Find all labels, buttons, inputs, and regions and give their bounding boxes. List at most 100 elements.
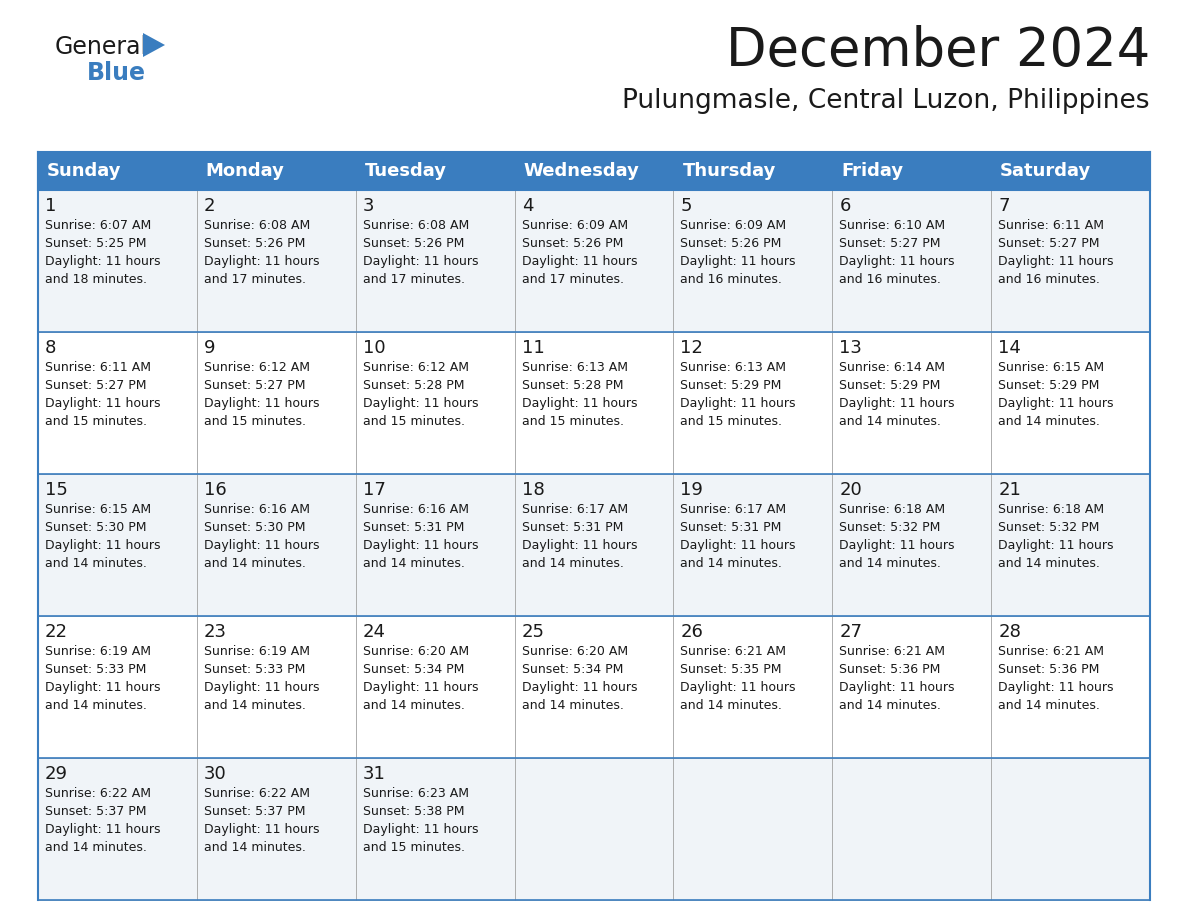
Bar — [833, 616, 991, 758]
Bar — [355, 616, 514, 758]
Text: Sunset: 5:31 PM: Sunset: 5:31 PM — [362, 521, 465, 534]
Bar — [833, 758, 991, 900]
Text: 20: 20 — [839, 481, 862, 499]
Text: Sunset: 5:26 PM: Sunset: 5:26 PM — [522, 237, 623, 250]
Text: Sunrise: 6:23 AM: Sunrise: 6:23 AM — [362, 787, 469, 800]
Text: Sunday: Sunday — [48, 162, 121, 180]
Text: Daylight: 11 hours: Daylight: 11 hours — [45, 255, 160, 268]
Text: Daylight: 11 hours: Daylight: 11 hours — [839, 397, 955, 410]
Text: 2: 2 — [204, 197, 215, 215]
Text: Daylight: 11 hours: Daylight: 11 hours — [998, 539, 1113, 552]
Text: and 15 minutes.: and 15 minutes. — [45, 415, 147, 428]
Text: Sunset: 5:26 PM: Sunset: 5:26 PM — [204, 237, 305, 250]
Text: Daylight: 11 hours: Daylight: 11 hours — [681, 255, 796, 268]
Text: 4: 4 — [522, 197, 533, 215]
Text: Daylight: 11 hours: Daylight: 11 hours — [522, 681, 637, 694]
Text: Daylight: 11 hours: Daylight: 11 hours — [45, 397, 160, 410]
Bar — [355, 474, 514, 616]
Text: Sunset: 5:32 PM: Sunset: 5:32 PM — [839, 521, 941, 534]
Text: Sunrise: 6:09 AM: Sunrise: 6:09 AM — [522, 219, 627, 232]
Text: Pulungmasle, Central Luzon, Philippines: Pulungmasle, Central Luzon, Philippines — [623, 88, 1150, 114]
Text: and 14 minutes.: and 14 minutes. — [522, 699, 624, 712]
Text: and 14 minutes.: and 14 minutes. — [522, 557, 624, 570]
Text: Sunrise: 6:12 AM: Sunrise: 6:12 AM — [204, 361, 310, 374]
Text: and 14 minutes.: and 14 minutes. — [45, 557, 147, 570]
Text: Sunrise: 6:22 AM: Sunrise: 6:22 AM — [204, 787, 310, 800]
Text: 6: 6 — [839, 197, 851, 215]
Bar — [674, 190, 833, 332]
Bar — [355, 152, 514, 190]
Bar — [197, 758, 355, 900]
Bar — [674, 758, 833, 900]
Bar — [991, 474, 1150, 616]
Bar — [674, 152, 833, 190]
Text: and 14 minutes.: and 14 minutes. — [204, 557, 305, 570]
Text: Daylight: 11 hours: Daylight: 11 hours — [362, 539, 479, 552]
Text: and 14 minutes.: and 14 minutes. — [839, 699, 941, 712]
Bar — [38, 190, 197, 332]
Text: Sunset: 5:37 PM: Sunset: 5:37 PM — [204, 805, 305, 818]
Text: Daylight: 11 hours: Daylight: 11 hours — [522, 539, 637, 552]
Bar — [991, 332, 1150, 474]
Text: Sunset: 5:34 PM: Sunset: 5:34 PM — [362, 663, 465, 676]
Text: and 17 minutes.: and 17 minutes. — [522, 273, 624, 286]
Text: Sunset: 5:36 PM: Sunset: 5:36 PM — [998, 663, 1100, 676]
Bar — [38, 152, 197, 190]
Text: Daylight: 11 hours: Daylight: 11 hours — [681, 539, 796, 552]
Text: Sunset: 5:26 PM: Sunset: 5:26 PM — [362, 237, 465, 250]
Text: 25: 25 — [522, 623, 544, 641]
Text: Monday: Monday — [206, 162, 285, 180]
Text: and 15 minutes.: and 15 minutes. — [362, 415, 465, 428]
Text: Sunset: 5:38 PM: Sunset: 5:38 PM — [362, 805, 465, 818]
Text: Sunrise: 6:09 AM: Sunrise: 6:09 AM — [681, 219, 786, 232]
Text: 3: 3 — [362, 197, 374, 215]
Text: Sunrise: 6:22 AM: Sunrise: 6:22 AM — [45, 787, 151, 800]
Text: Daylight: 11 hours: Daylight: 11 hours — [45, 539, 160, 552]
Text: Sunset: 5:32 PM: Sunset: 5:32 PM — [998, 521, 1100, 534]
Text: 26: 26 — [681, 623, 703, 641]
Bar — [674, 474, 833, 616]
Text: 5: 5 — [681, 197, 691, 215]
Text: and 14 minutes.: and 14 minutes. — [681, 699, 783, 712]
Text: Thursday: Thursday — [682, 162, 776, 180]
Bar — [38, 758, 197, 900]
Text: Wednesday: Wednesday — [524, 162, 639, 180]
Text: Sunset: 5:25 PM: Sunset: 5:25 PM — [45, 237, 146, 250]
Bar — [833, 474, 991, 616]
Polygon shape — [143, 33, 165, 57]
Text: 13: 13 — [839, 339, 862, 357]
Text: Daylight: 11 hours: Daylight: 11 hours — [204, 823, 320, 836]
Text: 11: 11 — [522, 339, 544, 357]
Text: Daylight: 11 hours: Daylight: 11 hours — [204, 255, 320, 268]
Bar — [197, 332, 355, 474]
Text: and 14 minutes.: and 14 minutes. — [681, 557, 783, 570]
Text: Sunrise: 6:15 AM: Sunrise: 6:15 AM — [998, 361, 1105, 374]
Text: Daylight: 11 hours: Daylight: 11 hours — [998, 255, 1113, 268]
Text: Sunset: 5:37 PM: Sunset: 5:37 PM — [45, 805, 146, 818]
Text: Daylight: 11 hours: Daylight: 11 hours — [45, 823, 160, 836]
Text: and 15 minutes.: and 15 minutes. — [362, 841, 465, 854]
Bar — [833, 332, 991, 474]
Text: 7: 7 — [998, 197, 1010, 215]
Text: and 16 minutes.: and 16 minutes. — [998, 273, 1100, 286]
Text: Sunrise: 6:08 AM: Sunrise: 6:08 AM — [362, 219, 469, 232]
Bar — [514, 332, 674, 474]
Text: and 14 minutes.: and 14 minutes. — [362, 699, 465, 712]
Text: Daylight: 11 hours: Daylight: 11 hours — [522, 397, 637, 410]
Text: Friday: Friday — [841, 162, 903, 180]
Text: Daylight: 11 hours: Daylight: 11 hours — [681, 397, 796, 410]
Bar — [38, 474, 197, 616]
Text: Daylight: 11 hours: Daylight: 11 hours — [362, 255, 479, 268]
Text: and 15 minutes.: and 15 minutes. — [204, 415, 305, 428]
Bar — [197, 474, 355, 616]
Bar — [514, 152, 674, 190]
Text: 31: 31 — [362, 765, 386, 783]
Text: and 16 minutes.: and 16 minutes. — [681, 273, 783, 286]
Text: Sunset: 5:29 PM: Sunset: 5:29 PM — [839, 379, 941, 392]
Text: Sunrise: 6:16 AM: Sunrise: 6:16 AM — [204, 503, 310, 516]
Text: Sunrise: 6:07 AM: Sunrise: 6:07 AM — [45, 219, 151, 232]
Bar — [355, 332, 514, 474]
Bar — [514, 616, 674, 758]
Text: Daylight: 11 hours: Daylight: 11 hours — [204, 397, 320, 410]
Text: and 18 minutes.: and 18 minutes. — [45, 273, 147, 286]
